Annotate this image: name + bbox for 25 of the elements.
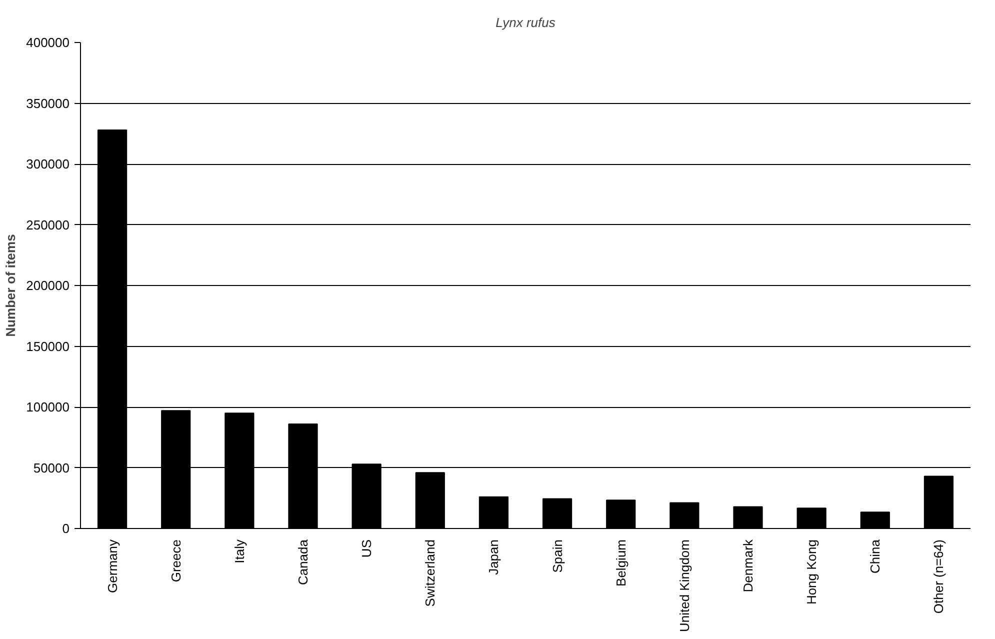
x-tick-label: United Kingdom xyxy=(676,540,692,632)
x-tick-label: Switzerland xyxy=(422,539,438,607)
y-tick-label: 250000 xyxy=(26,217,70,232)
chart-title: Lynx rufus xyxy=(496,15,556,30)
y-tick-label: 50000 xyxy=(33,460,70,476)
x-tick-label: US xyxy=(359,539,374,558)
x-tick-label: Germany xyxy=(104,539,120,593)
x-tick-label: Denmark xyxy=(740,539,756,592)
y-tick-label: 400000 xyxy=(26,35,70,50)
y-tick-label: 150000 xyxy=(26,338,70,354)
x-tick-label: Canada xyxy=(296,538,310,586)
x-tick-label: Hong Kong xyxy=(804,539,820,605)
x-tick-label: Spain xyxy=(550,540,565,573)
x-tick-label: Greece xyxy=(168,539,184,582)
x-tick-label: Japan xyxy=(486,540,502,575)
x-tick-label: Belgium xyxy=(613,540,628,586)
y-axis-title: Number of items xyxy=(3,234,18,337)
y-tick-label: 350000 xyxy=(26,96,70,111)
x-tick-label: Other (n=64) xyxy=(931,539,946,614)
x-tick-label: Italy xyxy=(232,539,247,564)
y-tick-label: 0 xyxy=(62,521,70,536)
y-tick-label: 100000 xyxy=(26,400,70,414)
x-tick-label: China xyxy=(868,538,883,574)
y-tick-label: 200000 xyxy=(26,278,70,293)
y-tick-label: 300000 xyxy=(26,156,70,172)
